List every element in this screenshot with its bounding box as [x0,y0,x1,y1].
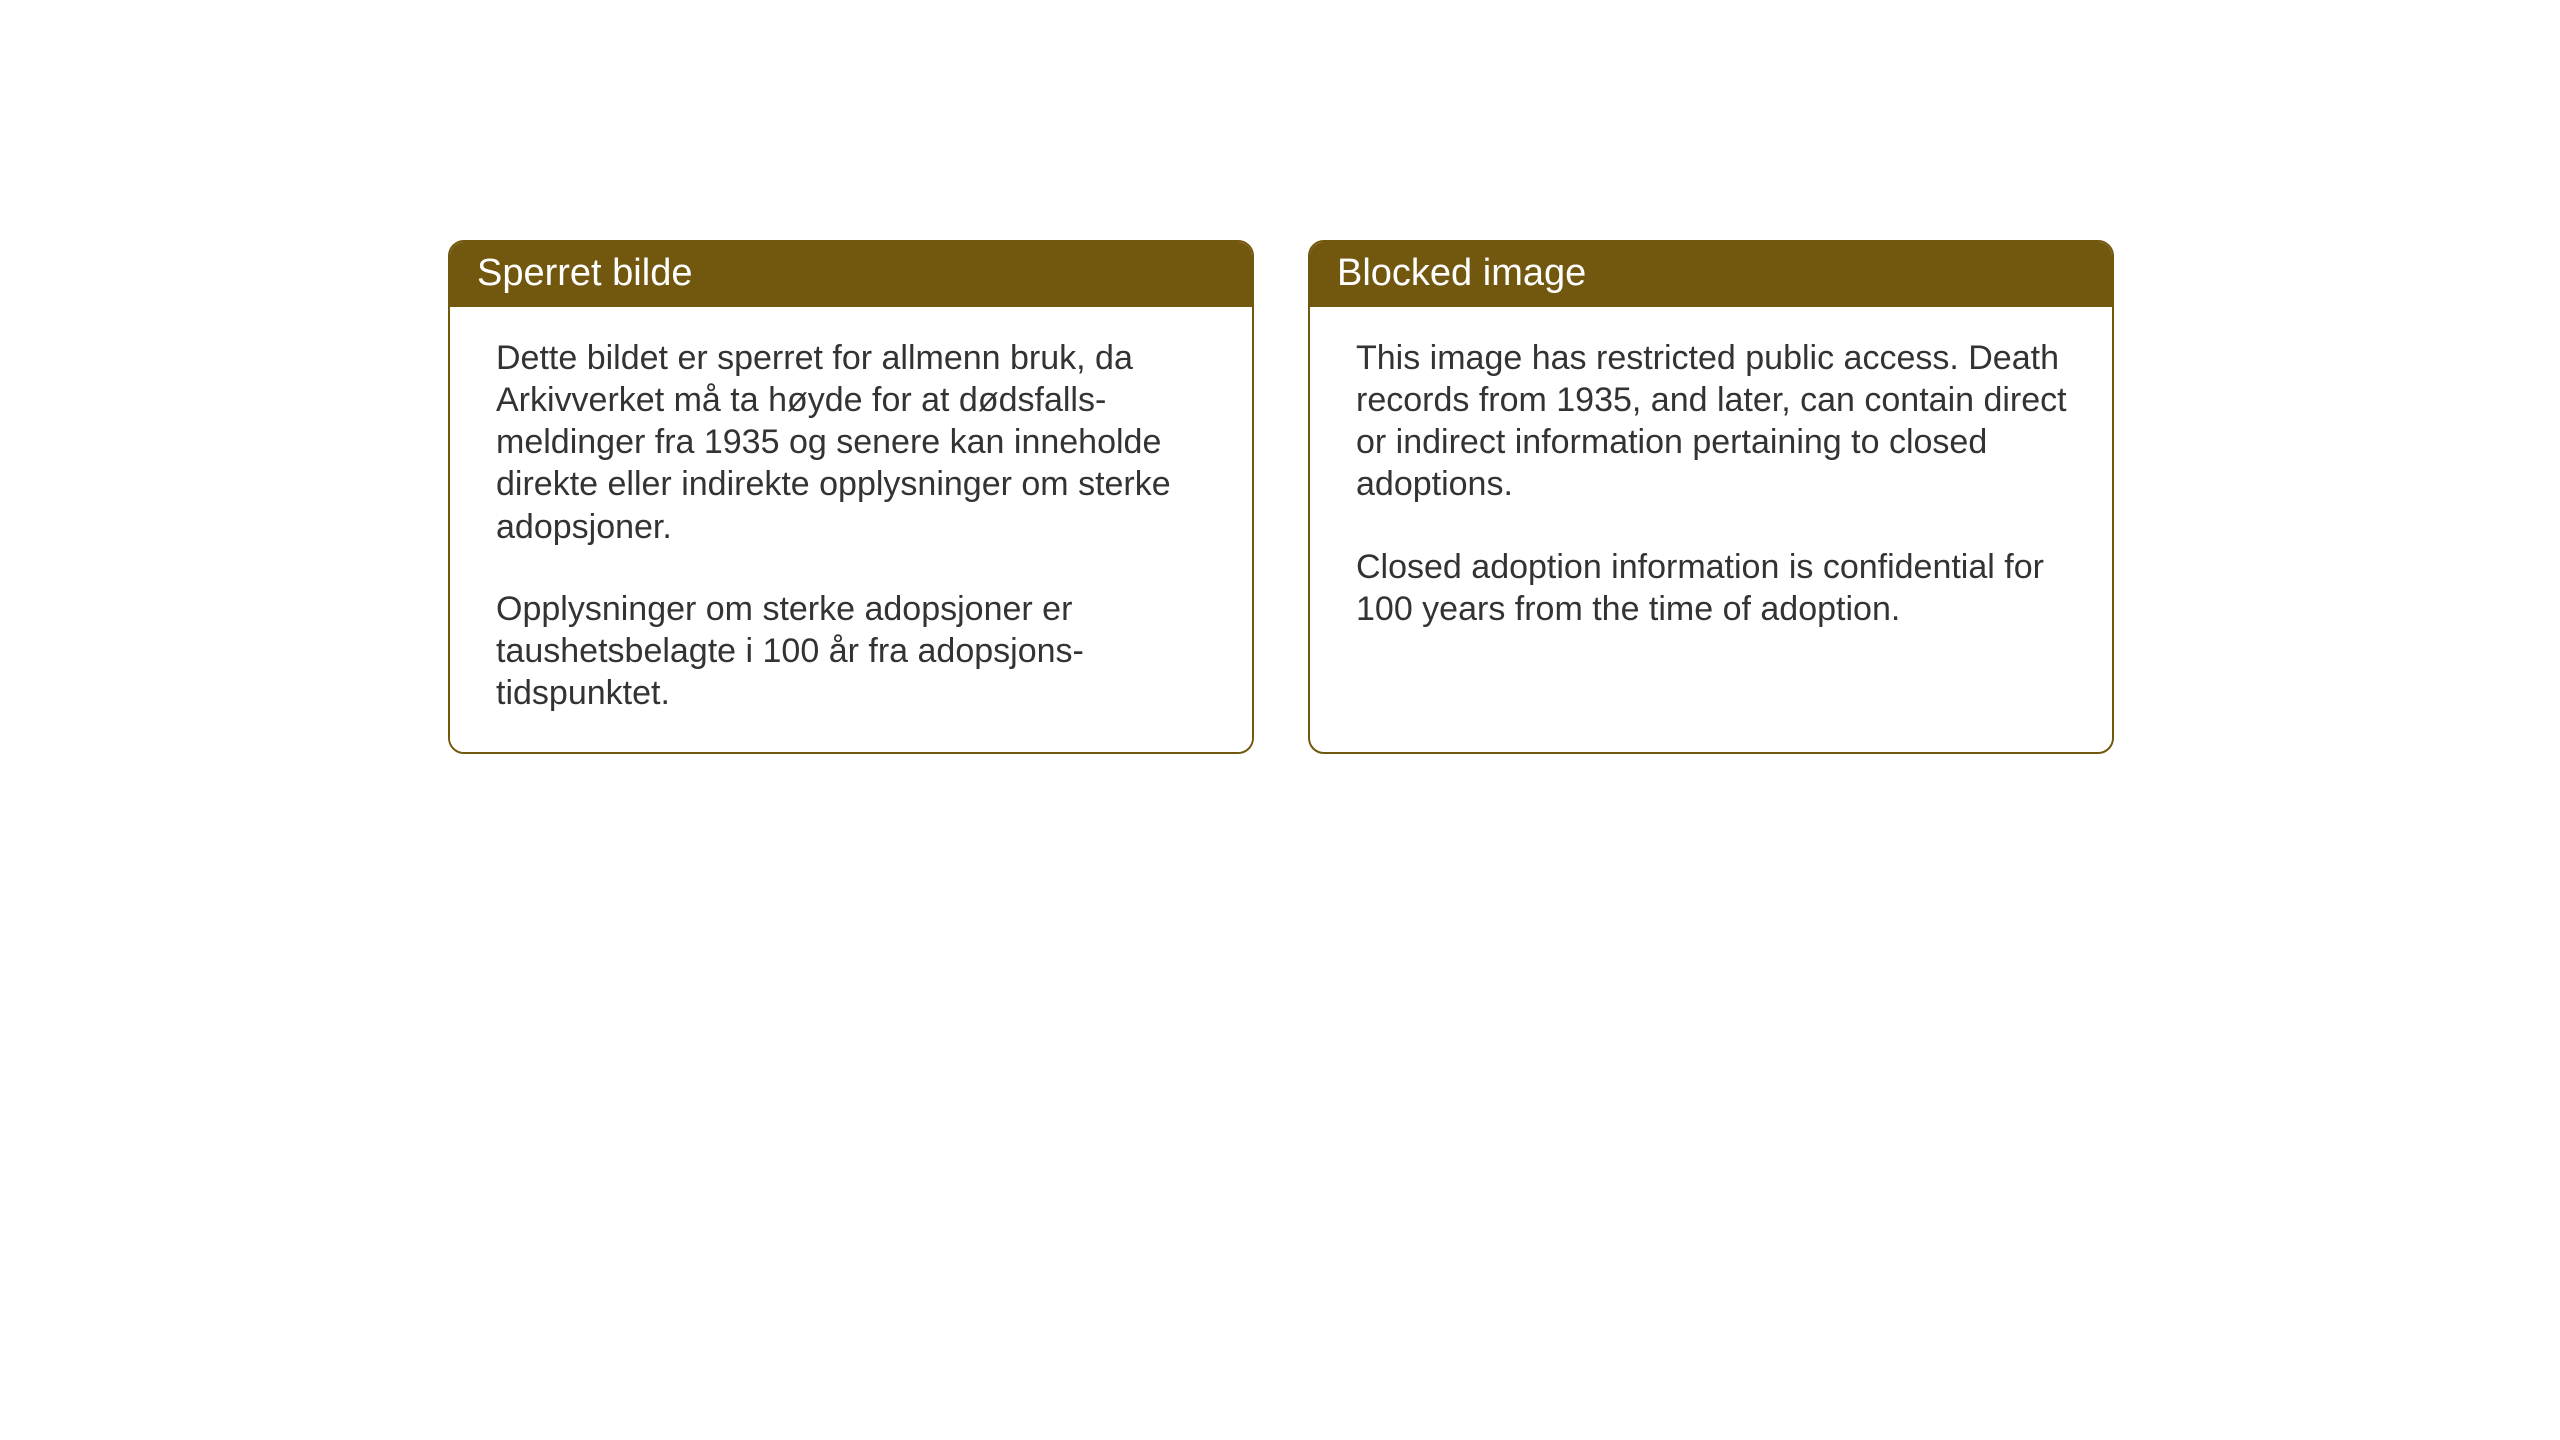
cards-container: Sperret bilde Dette bildet er sperret fo… [448,240,2114,754]
english-paragraph-1: This image has restricted public access.… [1356,337,2070,506]
norwegian-notice-card: Sperret bilde Dette bildet er sperret fo… [448,240,1254,754]
english-paragraph-2: Closed adoption information is confident… [1356,546,2070,630]
english-card-body: This image has restricted public access.… [1310,307,2112,695]
norwegian-paragraph-2: Opplysninger om sterke adopsjoner er tau… [496,588,1210,714]
english-card-header: Blocked image [1310,242,2112,307]
english-notice-card: Blocked image This image has restricted … [1308,240,2114,754]
norwegian-paragraph-1: Dette bildet er sperret for allmenn bruk… [496,337,1210,548]
norwegian-card-title: Sperret bilde [477,252,692,294]
norwegian-card-header: Sperret bilde [450,242,1252,307]
norwegian-card-body: Dette bildet er sperret for allmenn bruk… [450,307,1252,752]
english-card-title: Blocked image [1337,252,1586,294]
